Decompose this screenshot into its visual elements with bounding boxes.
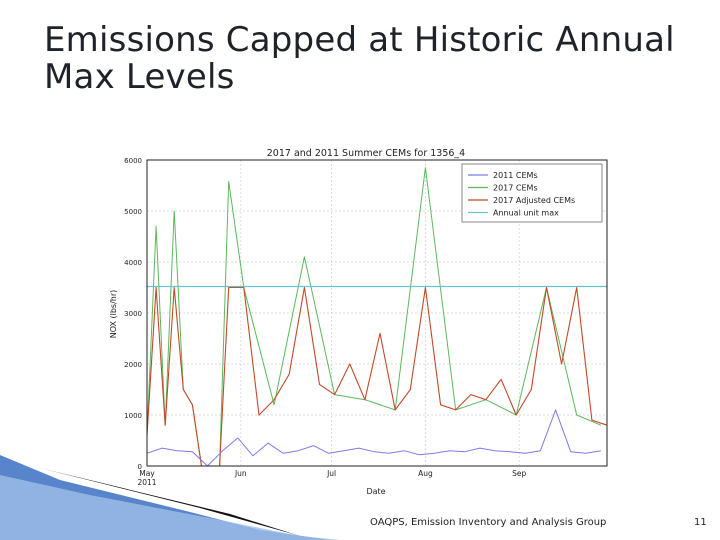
y-tick-label: 2000 (124, 361, 142, 369)
x-tick-label: Jul (326, 469, 336, 478)
legend-label: 2017 CEMs (493, 184, 538, 193)
y-tick-label: 4000 (124, 259, 142, 267)
y-tick-label: 6000 (124, 157, 142, 165)
footer-text: OAQPS, Emission Inventory and Analysis G… (370, 517, 607, 528)
x-tick-year: 2011 (137, 478, 156, 487)
page-number: 11 (694, 517, 707, 528)
series-line-2011-cems (146, 409, 601, 467)
x-tick-label: Aug (418, 469, 433, 478)
chart-figure: 2017 and 2011 Summer CEMs for 1356_4 NOX… (72, 140, 627, 504)
y-tick-label: 3000 (124, 310, 142, 318)
series-line-2017-adjusted-cems (146, 286, 608, 467)
deco-light-wedge (0, 475, 340, 540)
y-tick-label: 1000 (124, 412, 142, 420)
nox-chart: 2017 and 2011 Summer CEMs for 1356_4 NOX… (109, 148, 608, 496)
legend-label: 2017 Adjusted CEMs (493, 196, 575, 205)
x-tick-label: Jun (234, 469, 247, 478)
chart-title: 2017 and 2011 Summer CEMs for 1356_4 (267, 148, 465, 159)
series-line-2017-cems (146, 167, 602, 467)
plot-frame (146, 159, 608, 467)
legend-label: Annual unit max (493, 209, 559, 218)
x-tick-label: Sep (512, 469, 526, 478)
y-tick-label: 5000 (124, 208, 142, 216)
slide-decoration (0, 455, 340, 540)
series-lines (146, 167, 608, 467)
legend-label: 2011 CEMs (493, 171, 538, 180)
x-axis-label: Date (366, 487, 385, 496)
y-axis-label: NOX (lbs/hr) (109, 290, 118, 339)
x-tick-label: May (139, 469, 155, 478)
y-tick-label: 0 (138, 463, 142, 471)
slide-title: Emissions Capped at Historic Annual Max … (44, 20, 675, 97)
legend: 2011 CEMs 2017 CEMs 2017 Adjusted CEMs Annu… (461, 163, 603, 223)
